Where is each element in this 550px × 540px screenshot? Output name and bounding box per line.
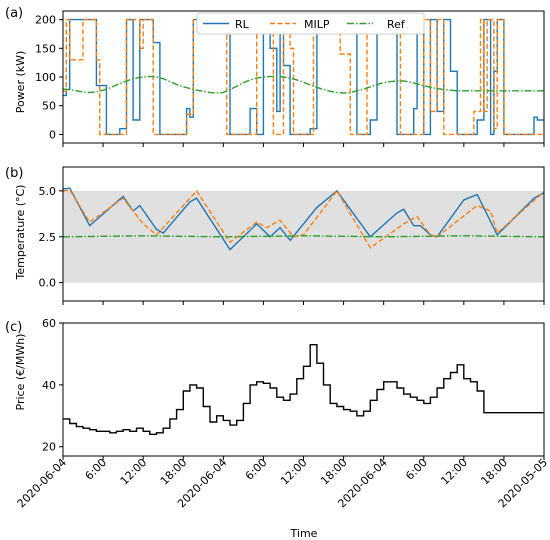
x-tick-label: 12:00: [438, 456, 470, 488]
series-price-line: [63, 344, 544, 435]
panel-label-a: (a): [5, 6, 23, 21]
series-ref-line: [63, 75, 544, 94]
x-tick-label: 6:00: [403, 456, 430, 483]
series-rl-line: [63, 187, 544, 251]
panel-a: (a) Power (kW) 0 50 100 150 200 RL MILP Ref: [5, 6, 545, 147]
series-group: [63, 18, 544, 136]
panel-label-b: (b): [5, 166, 23, 181]
y-axis-label-c: Price (€/MWh): [14, 334, 27, 411]
series-milp-line: [63, 18, 544, 136]
legend-label-ref: Ref: [387, 18, 406, 31]
y-axis-label-a: Power (kW): [14, 51, 27, 114]
plot-area-b: 0.0 2.5 5.0: [39, 166, 545, 305]
y-tick-label: 100: [35, 71, 56, 84]
comfort-band: [63, 190, 544, 283]
y-tick-label: 2.5: [39, 231, 57, 244]
y-tick-label: 150: [35, 42, 56, 55]
y-tick-label: 50: [42, 100, 56, 113]
plot-area-c: 20 40 60: [42, 317, 545, 460]
axes-frame: [62, 322, 545, 457]
series-rl-line: [63, 18, 544, 136]
series-ref-line: [63, 235, 544, 238]
y-tick-label: 200: [35, 14, 56, 27]
legend-label-rl: RL: [235, 18, 250, 31]
series-milp-line: [63, 189, 544, 249]
x-tick-label: 2020-06-04: [15, 456, 69, 510]
series-group: [63, 344, 544, 435]
y-tick-label: 0.0: [39, 277, 57, 290]
y-tick-label: 20: [42, 441, 56, 454]
panel-label-c: (c): [5, 320, 22, 335]
panel-b: (b) Temperature (°C) 0.0 2.5 5.0: [5, 166, 545, 305]
series-group: [63, 187, 544, 251]
x-tick-label: 12:00: [118, 456, 150, 488]
x-tick-label: 12:00: [278, 456, 310, 488]
x-tick-label: 18:00: [318, 456, 350, 488]
x-tick-label: 6:00: [83, 456, 110, 483]
y-tick-label: 40: [42, 379, 56, 392]
y-axis-label-b: Temperature (°C): [14, 185, 27, 281]
panel-c: (c) Price (€/MWh) 20 40 60 2020-06-04 6:00 1…: [5, 317, 550, 540]
legend-label-milp: MILP: [304, 18, 330, 31]
y-tick-label: 60: [42, 317, 56, 330]
y-tick-label: 0: [49, 128, 56, 141]
x-tick-label: 6:00: [243, 456, 270, 483]
x-tick-label: 18:00: [158, 456, 190, 488]
x-axis-label: Time: [290, 527, 318, 540]
legend-box: [196, 12, 425, 35]
legend: RL MILP Ref: [196, 12, 425, 35]
x-tick-label: 18:00: [478, 456, 510, 488]
y-tick-label: 5.0: [39, 185, 57, 198]
